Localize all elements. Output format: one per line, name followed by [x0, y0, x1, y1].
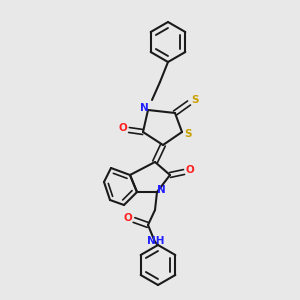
Text: N: N: [157, 185, 165, 195]
Text: O: O: [118, 123, 127, 133]
Text: S: S: [191, 95, 199, 105]
Text: S: S: [184, 129, 192, 139]
Text: O: O: [186, 165, 194, 175]
Text: O: O: [124, 213, 132, 223]
Text: NH: NH: [147, 236, 165, 246]
Text: N: N: [140, 103, 148, 113]
